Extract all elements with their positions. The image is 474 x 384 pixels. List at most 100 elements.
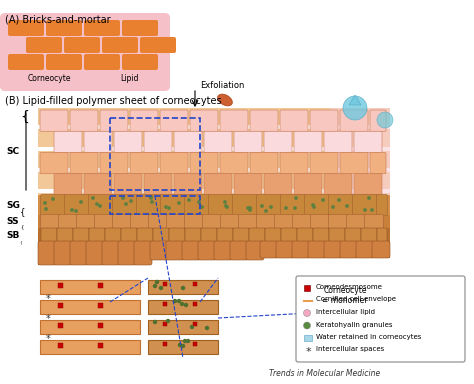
FancyBboxPatch shape xyxy=(46,20,82,36)
FancyBboxPatch shape xyxy=(346,215,365,228)
Circle shape xyxy=(155,280,158,283)
FancyBboxPatch shape xyxy=(182,241,200,260)
FancyBboxPatch shape xyxy=(354,131,382,152)
FancyBboxPatch shape xyxy=(166,241,184,260)
Bar xyxy=(40,320,140,334)
Text: (B) Lipid-filled polymer sheet of corneocytes: (B) Lipid-filled polymer sheet of corneo… xyxy=(5,96,222,106)
FancyBboxPatch shape xyxy=(160,152,188,174)
Bar xyxy=(38,195,390,215)
Text: Keratohyalin granules: Keratohyalin granules xyxy=(316,321,392,328)
FancyBboxPatch shape xyxy=(220,215,239,228)
Bar xyxy=(40,300,140,314)
Circle shape xyxy=(201,326,204,328)
FancyBboxPatch shape xyxy=(329,228,345,242)
Bar xyxy=(38,228,390,242)
Bar xyxy=(384,311,389,316)
Polygon shape xyxy=(349,95,361,105)
FancyBboxPatch shape xyxy=(190,110,218,131)
Bar xyxy=(163,302,167,306)
FancyBboxPatch shape xyxy=(84,174,112,195)
FancyBboxPatch shape xyxy=(185,228,201,242)
FancyBboxPatch shape xyxy=(308,298,392,328)
FancyBboxPatch shape xyxy=(54,241,72,265)
FancyBboxPatch shape xyxy=(166,215,185,228)
Circle shape xyxy=(298,203,300,205)
FancyBboxPatch shape xyxy=(376,195,388,215)
FancyBboxPatch shape xyxy=(70,241,88,265)
FancyBboxPatch shape xyxy=(190,152,218,174)
Text: (A) Bricks-and-mortar: (A) Bricks-and-mortar xyxy=(5,14,110,24)
Text: Intercellular spaces: Intercellular spaces xyxy=(316,346,384,353)
FancyBboxPatch shape xyxy=(233,195,257,215)
FancyBboxPatch shape xyxy=(144,174,172,195)
FancyBboxPatch shape xyxy=(308,241,326,258)
FancyBboxPatch shape xyxy=(313,303,387,323)
FancyBboxPatch shape xyxy=(153,228,169,242)
FancyBboxPatch shape xyxy=(160,110,188,131)
Circle shape xyxy=(195,201,197,203)
FancyBboxPatch shape xyxy=(294,174,322,195)
Circle shape xyxy=(74,201,76,203)
FancyBboxPatch shape xyxy=(89,228,105,242)
Circle shape xyxy=(202,301,206,305)
FancyBboxPatch shape xyxy=(294,131,322,152)
FancyBboxPatch shape xyxy=(38,241,56,265)
FancyBboxPatch shape xyxy=(246,241,264,260)
FancyBboxPatch shape xyxy=(112,195,137,215)
Circle shape xyxy=(56,202,58,204)
FancyBboxPatch shape xyxy=(256,195,282,215)
FancyBboxPatch shape xyxy=(345,228,361,242)
Circle shape xyxy=(172,341,174,344)
FancyBboxPatch shape xyxy=(313,228,329,242)
Text: Trends in Molecular Medicine: Trends in Molecular Medicine xyxy=(269,369,380,378)
Bar xyxy=(98,283,103,288)
FancyBboxPatch shape xyxy=(324,241,342,258)
FancyBboxPatch shape xyxy=(169,228,185,242)
FancyBboxPatch shape xyxy=(198,241,216,260)
Bar xyxy=(38,151,390,168)
Circle shape xyxy=(219,207,221,209)
FancyBboxPatch shape xyxy=(281,195,306,215)
Ellipse shape xyxy=(218,94,232,106)
FancyBboxPatch shape xyxy=(353,195,377,215)
FancyBboxPatch shape xyxy=(276,241,294,258)
FancyBboxPatch shape xyxy=(370,152,386,174)
Text: {: { xyxy=(20,224,24,229)
FancyBboxPatch shape xyxy=(296,276,465,362)
FancyBboxPatch shape xyxy=(121,228,137,242)
Bar xyxy=(38,215,390,228)
FancyBboxPatch shape xyxy=(184,215,203,228)
FancyBboxPatch shape xyxy=(102,241,120,265)
FancyBboxPatch shape xyxy=(340,110,368,131)
FancyBboxPatch shape xyxy=(130,110,158,131)
FancyBboxPatch shape xyxy=(354,174,382,195)
Circle shape xyxy=(196,197,198,199)
FancyBboxPatch shape xyxy=(356,241,374,258)
Circle shape xyxy=(48,197,50,199)
Circle shape xyxy=(168,283,172,285)
Circle shape xyxy=(377,112,393,128)
Circle shape xyxy=(175,204,177,206)
Circle shape xyxy=(177,346,181,349)
Bar xyxy=(58,283,63,288)
FancyBboxPatch shape xyxy=(361,228,377,242)
FancyBboxPatch shape xyxy=(292,241,310,258)
FancyBboxPatch shape xyxy=(8,20,44,36)
Circle shape xyxy=(189,300,191,303)
FancyBboxPatch shape xyxy=(264,174,292,195)
Text: SS: SS xyxy=(6,217,18,226)
Bar xyxy=(193,302,197,306)
FancyBboxPatch shape xyxy=(204,131,232,152)
FancyBboxPatch shape xyxy=(324,131,352,152)
Circle shape xyxy=(58,201,60,203)
Circle shape xyxy=(303,322,310,329)
Bar xyxy=(38,108,390,126)
FancyBboxPatch shape xyxy=(118,241,136,265)
Text: Lipid: Lipid xyxy=(120,74,138,83)
FancyBboxPatch shape xyxy=(54,131,82,152)
FancyBboxPatch shape xyxy=(57,228,73,242)
Bar xyxy=(260,242,390,258)
Circle shape xyxy=(275,209,277,211)
FancyBboxPatch shape xyxy=(324,174,352,195)
FancyBboxPatch shape xyxy=(260,241,278,258)
